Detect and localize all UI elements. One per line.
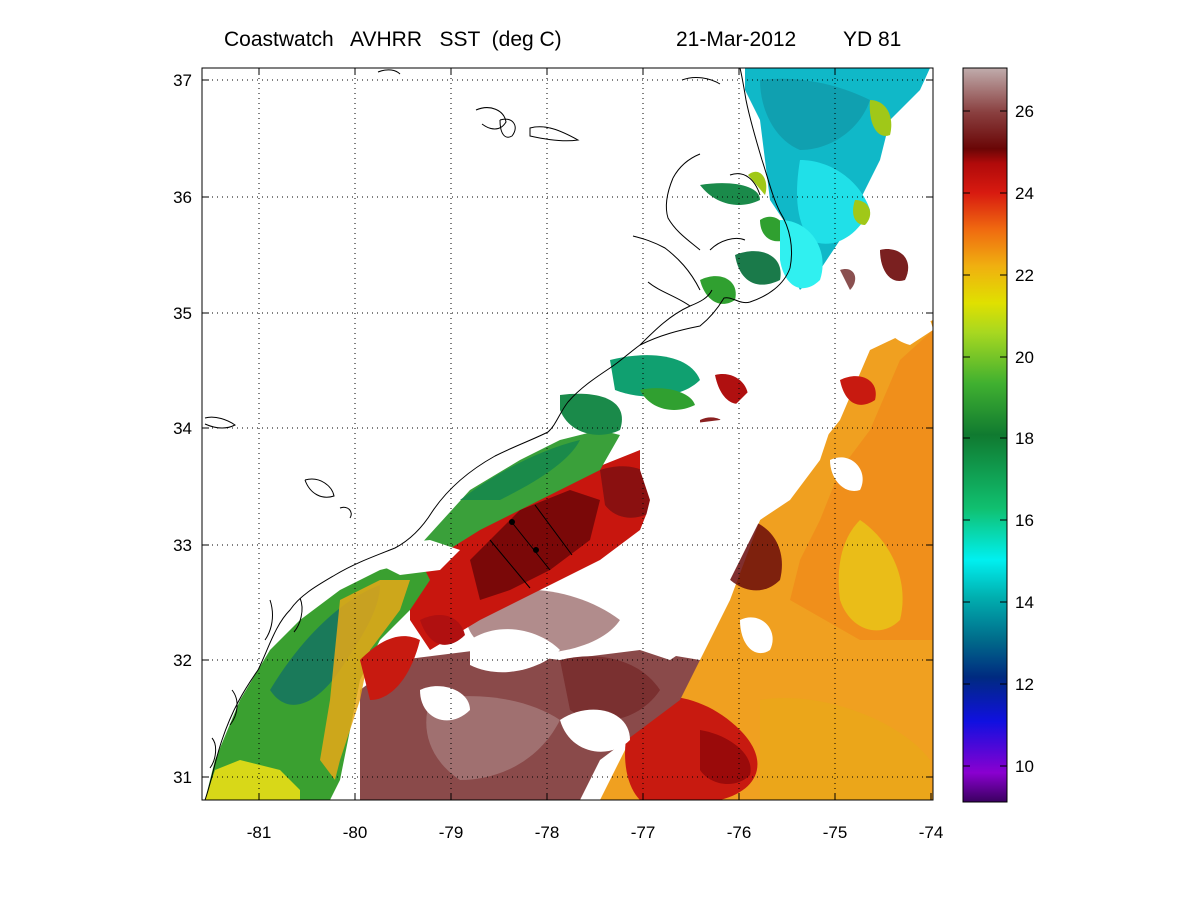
x-tick-label: -80: [343, 823, 368, 842]
cloud-mask: [380, 290, 933, 752]
colorbar: [962, 67, 1008, 803]
title-date: 21-Mar-2012: [676, 28, 797, 51]
x-tick-label: -79: [439, 823, 464, 842]
colorbar-label: 24: [1015, 184, 1034, 203]
map-frame: [201, 67, 934, 801]
map-grid: [202, 68, 933, 800]
y-tick-label: 35: [173, 304, 192, 323]
colorbar-ticks: [963, 110, 1007, 767]
colorbar-label: 18: [1015, 429, 1034, 448]
colorbar-labels: 26 24 22 20 18 16 14 12 10: [1015, 102, 1034, 776]
x-tick-label: -75: [823, 823, 848, 842]
title-product: Coastwatch AVHRR SST (deg C): [224, 28, 562, 51]
map-title: Coastwatch AVHRR SST (deg C) 21-Mar-2012…: [0, 28, 1200, 62]
x-tick-label: -78: [535, 823, 560, 842]
x-tick-label: -76: [727, 823, 752, 842]
colorbar-label: 16: [1015, 511, 1034, 530]
colorbar-label: 20: [1015, 348, 1034, 367]
colorbar-label: 22: [1015, 266, 1034, 285]
x-tick-labels: -81 -80 -79 -78 -77 -76 -75 -74: [247, 823, 944, 842]
colorbar-label: 26: [1015, 102, 1034, 121]
title-yearday: YD 81: [843, 28, 902, 51]
coastline: [204, 67, 793, 801]
x-tick-label: -81: [247, 823, 272, 842]
y-tick-label: 33: [173, 536, 192, 555]
colorbar-label: 12: [1015, 675, 1034, 694]
x-tick-label: -77: [631, 823, 656, 842]
y-tick-label: 34: [173, 419, 192, 438]
colorbar-label: 14: [1015, 593, 1034, 612]
x-tick-label: -74: [919, 823, 944, 842]
transect-lines: [489, 504, 573, 589]
map-ticks: [202, 68, 933, 800]
y-tick-labels: 37 36 35 34 33 32 31: [173, 71, 192, 787]
colorbar-label: 10: [1015, 757, 1034, 776]
y-tick-label: 31: [173, 768, 192, 787]
y-tick-label: 32: [173, 651, 192, 670]
y-tick-label: 36: [173, 188, 192, 207]
y-tick-label: 37: [173, 71, 192, 90]
